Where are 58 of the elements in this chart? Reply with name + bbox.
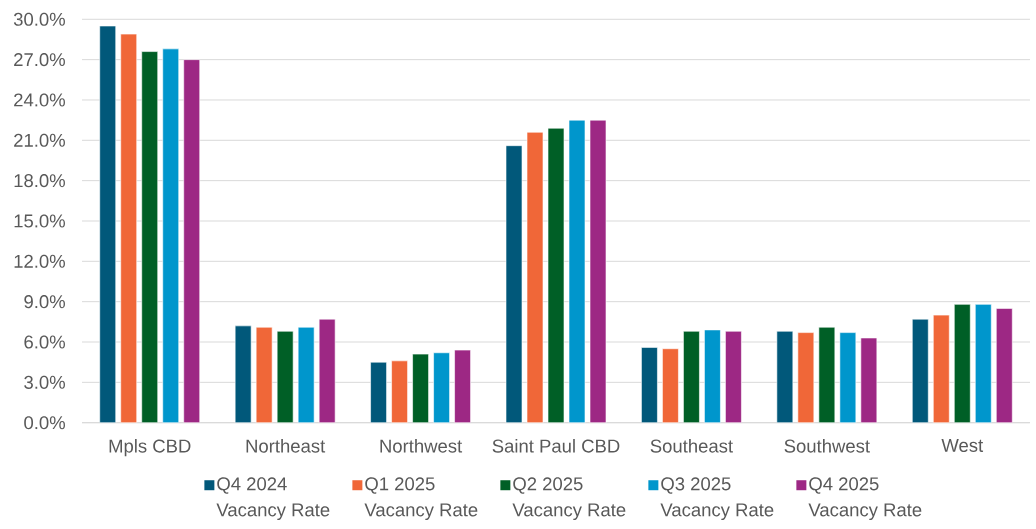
legend-label: Q4 2025 Vacancy Rate	[808, 477, 922, 521]
bar	[505, 145, 523, 423]
x-tick-label: Northwest	[380, 439, 463, 453]
legend-label: Q4 2024 Vacancy Rate	[216, 477, 330, 521]
bar	[860, 337, 878, 423]
bar	[683, 330, 700, 423]
bar	[568, 119, 586, 423]
bar	[641, 347, 658, 423]
bar	[797, 332, 815, 423]
y-tick-label: 12.0%	[14, 254, 65, 268]
y-tick-label: 27.0%	[14, 53, 65, 67]
legend-label: Q3 2025 Vacancy Rate	[660, 477, 774, 521]
bar	[776, 330, 794, 423]
y-tick-label: 15.0%	[14, 214, 65, 228]
bar	[547, 127, 565, 423]
bar	[995, 308, 1013, 423]
legend-label: Q1 2025 Vacancy Rate	[364, 477, 478, 521]
x-tick-label: Southwest	[784, 439, 870, 453]
bar	[391, 360, 408, 423]
bar	[953, 304, 971, 423]
bar	[141, 51, 159, 423]
y-tick-label: 30.0%	[13, 12, 65, 26]
bar	[911, 318, 929, 423]
bar	[318, 318, 336, 423]
bar	[818, 326, 836, 423]
bar	[162, 48, 180, 423]
bar	[454, 349, 471, 423]
bar	[662, 348, 679, 423]
bar	[974, 304, 992, 423]
x-tick-label: Southeast	[650, 439, 733, 453]
bar	[412, 353, 429, 423]
bar	[99, 25, 117, 423]
bar	[276, 330, 294, 423]
y-tick-label: 18.0%	[14, 174, 65, 188]
y-tick-label: 9.0%	[24, 295, 65, 309]
bar	[839, 332, 857, 423]
bar	[370, 361, 387, 423]
y-tick-label: 6.0%	[24, 335, 65, 349]
y-tick-label: 21.0%	[14, 133, 65, 147]
bar	[255, 326, 273, 423]
x-tick-label: Mpls CBD	[109, 439, 191, 457]
y-tick-label: 24.0%	[14, 93, 65, 107]
y-tick-label: 3.0%	[24, 375, 65, 389]
bar	[297, 326, 315, 423]
bar	[120, 33, 138, 423]
bar	[589, 119, 607, 423]
y-tick-label: 0.0%	[24, 416, 65, 430]
bar	[183, 59, 201, 423]
bar	[932, 314, 950, 423]
bar	[725, 330, 742, 423]
bar	[433, 352, 450, 423]
x-tick-label: Saint Paul CBD	[492, 439, 620, 453]
bar	[234, 325, 252, 423]
x-tick-label: West	[941, 439, 984, 452]
legend-label: Q2 2025 Vacancy Rate	[512, 477, 626, 521]
x-tick-label: Northeast	[246, 439, 326, 453]
bar	[526, 131, 544, 423]
bar	[704, 329, 721, 423]
